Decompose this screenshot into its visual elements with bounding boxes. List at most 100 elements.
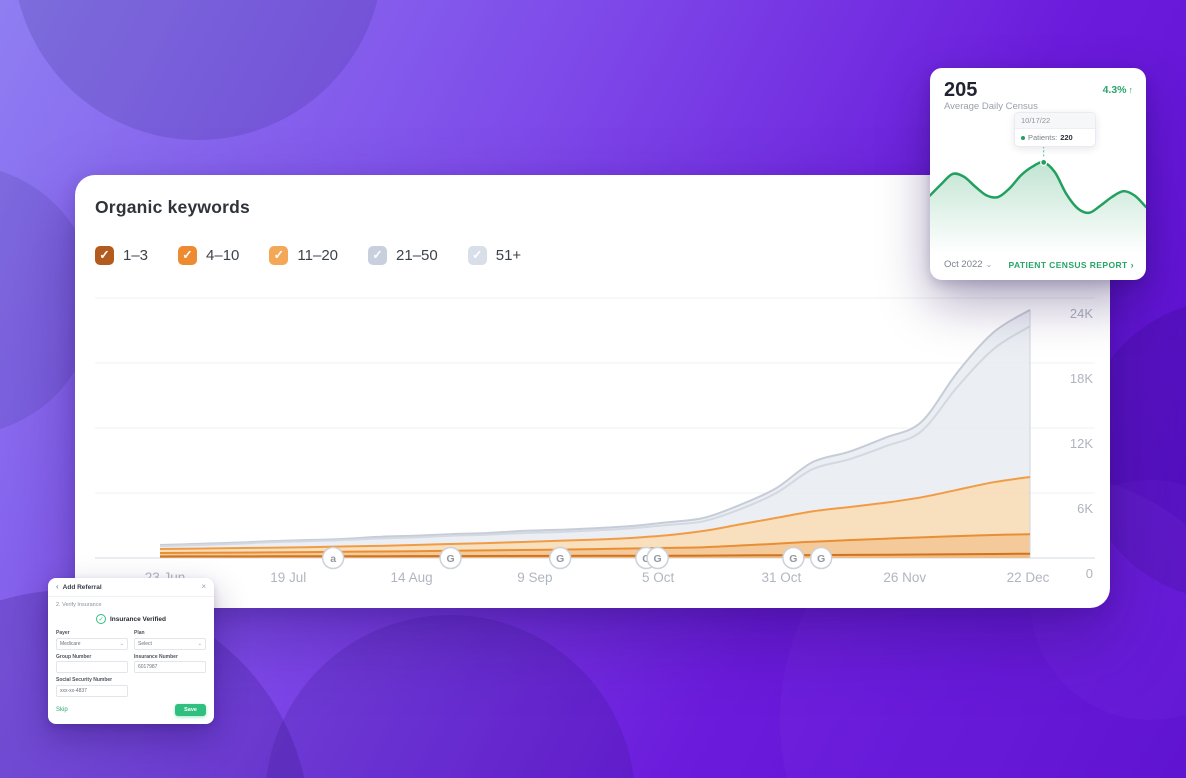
x-axis-label: 26 Nov: [883, 570, 926, 585]
series-line-21–50: [159, 325, 1031, 548]
period-label: Oct 2022: [944, 259, 983, 270]
payer-select[interactable]: Medicare ⌄: [56, 637, 128, 650]
x-axis-label: 19 Jul: [270, 570, 306, 585]
insurance-number-field-group: Insurance Number 6017987: [134, 653, 206, 673]
referral-header: ‹ Add Referral ×: [48, 578, 214, 597]
checkbox-checked-icon[interactable]: ✓: [178, 246, 198, 265]
chevron-down-icon: ⌄: [985, 260, 993, 269]
census-line: [930, 160, 1146, 215]
ssn-field-group: Social Security Number xxx-xx-4837: [56, 677, 128, 697]
svg-text:a: a: [330, 553, 336, 565]
census-card: 205 Average Daily Census 4.3% ↑ 10/17/22 …: [930, 68, 1146, 280]
series-line-1–3: [159, 552, 1031, 558]
census-delta-value: 4.3%: [1102, 84, 1127, 96]
checkbox-checked-icon[interactable]: ✓: [269, 246, 289, 265]
y-axis-label: 24K: [1070, 306, 1093, 321]
svg-text:G: G: [642, 553, 650, 565]
referral-footer: Skip Save: [48, 697, 214, 724]
series-line-51+: [159, 309, 1031, 546]
census-delta-badge: 4.3% ↑: [1103, 84, 1133, 96]
svg-text:G: G: [789, 553, 797, 565]
plan-select[interactable]: Select ⌄: [134, 637, 206, 650]
insurance-number-label: Insurance Number: [134, 653, 178, 660]
payer-value: Medicare: [60, 640, 81, 647]
checkbox-unchecked-icon[interactable]: ✓: [368, 246, 388, 265]
x-axis-label: 9 Sep: [517, 570, 552, 585]
rank-filter-item[interactable]: ✓ 4–10: [178, 246, 239, 265]
svg-text:G: G: [556, 553, 564, 565]
group-number-field-group: Group Number: [56, 653, 128, 673]
insurance-number-input[interactable]: 6017987: [134, 661, 206, 673]
rank-filter-label: 11–20: [297, 247, 339, 264]
rank-filter-label: 51+: [495, 247, 522, 264]
referral-form: Payer Medicare ⌄ Plan Select ⌄ Group Num…: [48, 630, 214, 697]
rank-filter-label: 4–10: [206, 247, 240, 264]
insurance-number-value: 6017987: [138, 664, 158, 670]
payer-field-group: Payer Medicare ⌄: [56, 630, 128, 650]
series-dot-icon: [1021, 135, 1025, 140]
rank-filter-item[interactable]: ✓ 11–20: [269, 246, 338, 265]
census-footer: Oct 2022 ⌄ PATIENT CENSUS REPORT ›: [944, 259, 1134, 270]
series-line-4–10: [159, 533, 1031, 554]
census-value: 205: [944, 79, 978, 101]
report-link-label: PATIENT CENSUS REPORT: [1008, 259, 1128, 270]
rank-filter-item[interactable]: ✓ 21–50: [368, 246, 438, 265]
census-tooltip: 10/17/22 Patients: 220: [1014, 112, 1096, 147]
rank-filter-label: 1–3: [123, 247, 149, 264]
x-axis-label: 31 Oct: [762, 570, 802, 585]
ssn-value: xxx-xx-4837: [60, 687, 87, 694]
series-line-11–20: [159, 476, 1031, 550]
status-text: Insurance Verified: [110, 615, 166, 623]
axis-source-badge-G[interactable]: G: [782, 546, 805, 570]
tooltip-value: 220: [1060, 133, 1073, 142]
skip-link[interactable]: Skip: [56, 706, 68, 713]
plan-label: Plan: [134, 630, 145, 636]
checkbox-unchecked-icon[interactable]: ✓: [467, 246, 487, 265]
highlight-point[interactable]: [1040, 158, 1048, 166]
census-sparkline-chart: [930, 146, 1146, 264]
patient-census-report-link[interactable]: PATIENT CENSUS REPORT ›: [1009, 260, 1134, 270]
ssn-input[interactable]: xxx-xx-4837: [56, 684, 128, 697]
period-select[interactable]: Oct 2022 ⌄: [944, 259, 992, 270]
rank-filter-legend: ✓ 1–3 ✓ 4–10 ✓ 11–20 ✓ 21–50 ✓ 51+: [95, 246, 521, 265]
tooltip-series-label: Patients:: [1028, 133, 1058, 142]
x-axis-label: 22 Dec: [1007, 570, 1050, 585]
tooltip-body: Patients: 220: [1015, 129, 1095, 146]
referral-title: Add Referral: [62, 583, 102, 591]
ssn-label: Social Security Number: [56, 677, 113, 683]
rank-filter-label: 21–50: [396, 247, 438, 264]
series-area-51+: [160, 309, 1030, 558]
y-axis-label: 18K: [1070, 371, 1093, 386]
axis-source-badge-G[interactable]: G: [548, 546, 572, 570]
y-axis-label: 0: [1086, 566, 1093, 581]
axis-source-badge-G[interactable]: G: [439, 546, 462, 570]
axis-source-badge-G[interactable]: G: [809, 546, 833, 570]
axis-source-badge-G[interactable]: G: [646, 546, 669, 570]
x-axis-label: 5 Oct: [642, 570, 675, 585]
checkbox-checked-icon[interactable]: ✓: [95, 246, 114, 265]
group-number-input[interactable]: [56, 661, 128, 673]
axis-source-badge-a[interactable]: a: [321, 546, 345, 570]
save-button[interactable]: Save: [175, 703, 206, 716]
y-axis-label: 12K: [1070, 436, 1093, 451]
y-axis-label: 6K: [1077, 501, 1093, 516]
group-number-label: Group Number: [56, 653, 92, 660]
plan-value: Select: [138, 640, 152, 647]
decorative-circle: [13, 0, 383, 140]
organic-keywords-card: Organic keywords ✓ 1–3 ✓ 4–10 ✓ 11–20 ✓ 21–50 ✓ 5…: [75, 175, 1110, 608]
series-area-11–20: [160, 477, 1030, 558]
chevron-down-icon: ⌄: [197, 640, 202, 647]
census-area: [930, 162, 1146, 264]
svg-text:G: G: [446, 553, 454, 565]
check-circle-icon: ✓: [96, 614, 106, 624]
x-axis-label: 14 Aug: [391, 570, 433, 585]
census-label: Average Daily Census: [944, 101, 1038, 112]
rank-filter-item[interactable]: ✓ 51+: [467, 246, 522, 265]
svg-text:G: G: [654, 553, 662, 565]
rank-filter-item[interactable]: ✓ 1–3: [95, 246, 148, 265]
close-icon[interactable]: ×: [201, 582, 206, 591]
plan-field-group: Plan Select ⌄: [134, 630, 206, 650]
back-icon[interactable]: ‹: [56, 582, 59, 591]
tooltip-date: 10/17/22: [1015, 113, 1095, 129]
